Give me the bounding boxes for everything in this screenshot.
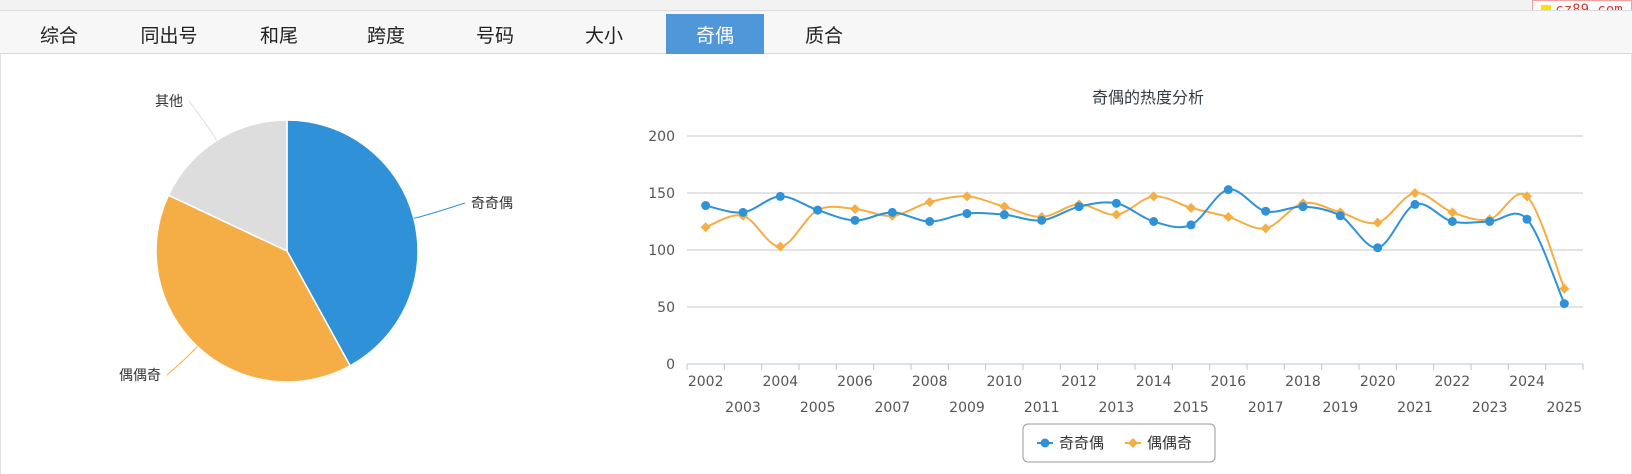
line-chart: 奇偶的热度分析 0 50 100 150 200 20022003200420052006… <box>648 88 1584 463</box>
line-chart-title: 奇偶的热度分析 <box>1092 88 1204 107</box>
series-1-point-2014[interactable] <box>1148 191 1159 202</box>
x-tick-label-2018: 2018 <box>1285 374 1321 390</box>
x-tick-label-2021: 2021 <box>1397 400 1433 416</box>
series-0-point-2012[interactable] <box>1074 202 1084 212</box>
x-tick-label-2007: 2007 <box>875 400 911 416</box>
x-tick-label-2014: 2014 <box>1136 374 1172 390</box>
series-1-point-2021[interactable] <box>1410 188 1420 198</box>
series-1-point-2024[interactable] <box>1522 191 1532 202</box>
x-tick-label-2020: 2020 <box>1360 374 1396 390</box>
series-0-point-2016[interactable] <box>1223 185 1233 195</box>
pie-slice-2[interactable] <box>167 119 288 253</box>
legend-item-1[interactable]: 偶偶奇 <box>1147 434 1192 452</box>
x-tick-label-2011: 2011 <box>1024 400 1060 416</box>
series-1-point-2015[interactable] <box>1186 202 1196 213</box>
pie-slice-1[interactable] <box>155 194 352 383</box>
pie-connector-0 <box>413 202 466 219</box>
tab-bar: 综合 同出号 和尾 跨度 号码 大小 奇偶 质合 <box>0 10 1632 54</box>
series-0-point-2011[interactable] <box>1037 215 1047 225</box>
x-tick-label-2003: 2003 <box>725 400 761 416</box>
series-1-point-2002[interactable] <box>700 222 711 233</box>
y-tick-label-3: 150 <box>648 186 675 202</box>
y-tick-label-2: 100 <box>648 243 675 259</box>
tab-haoma[interactable]: 号码 <box>475 24 514 47</box>
y-tick-label-4: 200 <box>648 129 675 145</box>
x-tick-label-2022: 2022 <box>1435 374 1471 390</box>
series-0-point-2022[interactable] <box>1447 217 1457 226</box>
x-tick-label-2002: 2002 <box>688 374 724 390</box>
series-0-point-2007[interactable] <box>887 207 897 217</box>
series-1-point-2022[interactable] <box>1447 207 1458 218</box>
series-0-point-2015[interactable] <box>1186 220 1196 230</box>
pie-connector-1 <box>166 346 198 376</box>
x-tick-label-2019: 2019 <box>1323 400 1359 416</box>
series-1-point-2013[interactable] <box>1111 209 1122 220</box>
y-tick-label-0: 0 <box>666 357 675 373</box>
x-tick-label-2010: 2010 <box>987 374 1023 390</box>
x-tick-label-2005: 2005 <box>800 400 836 416</box>
chart-panel: 奇奇偶 偶偶奇 其他 奇偶的热度分析 0 50 100 150 200 2002 2003 200… <box>0 54 1632 474</box>
series-0-point-2025[interactable] <box>1559 299 1569 309</box>
series-0-point-2014[interactable] <box>1149 217 1159 226</box>
series-1-point-2025[interactable] <box>1559 283 1570 294</box>
y-tick-label-1: 50 <box>657 300 675 316</box>
tab-zhihe[interactable]: 质合 <box>804 24 843 47</box>
tab-zonghe[interactable]: 综合 <box>39 24 78 47</box>
series-0-point-2003[interactable] <box>738 207 748 217</box>
series-0-point-2023[interactable] <box>1485 217 1495 226</box>
series-1-point-2016[interactable] <box>1223 211 1234 222</box>
series-line-1 <box>705 191 1566 290</box>
tab-daxiao[interactable]: 大小 <box>584 24 623 47</box>
series-0-point-2002[interactable] <box>701 201 711 211</box>
legend-marker-0 <box>1040 438 1050 448</box>
series-0-point-2017[interactable] <box>1261 206 1271 216</box>
x-tick-label-2015: 2015 <box>1173 400 1209 416</box>
series-0-point-2019[interactable] <box>1335 211 1345 221</box>
series-1-point-2010[interactable] <box>999 201 1010 212</box>
series-0-point-2021[interactable] <box>1410 199 1420 209</box>
series-0-point-2006[interactable] <box>850 215 860 225</box>
x-tick-label-2004: 2004 <box>763 374 799 390</box>
x-tick-label-2012: 2012 <box>1061 374 1097 390</box>
tab-hewei[interactable]: 和尾 <box>259 24 298 47</box>
series-0-point-2024[interactable] <box>1522 214 1532 224</box>
pie-slice-0[interactable] <box>286 119 419 367</box>
x-tick-label-2025: 2025 <box>1547 400 1583 416</box>
pie-label-2: 其他 <box>155 94 183 110</box>
x-tick-label-2009: 2009 <box>949 400 985 416</box>
series-1-point-2008[interactable] <box>924 197 935 208</box>
legend-item-0[interactable]: 奇奇偶 <box>1059 434 1104 452</box>
series-1-point-2004[interactable] <box>775 241 786 252</box>
pie-connector-2 <box>188 100 218 141</box>
series-0-point-2020[interactable] <box>1373 243 1383 253</box>
series-0-point-2013[interactable] <box>1111 198 1121 208</box>
x-tick-label-2008: 2008 <box>912 374 948 390</box>
x-tick-label-2013: 2013 <box>1099 400 1135 416</box>
pie-label-1: 偶偶奇 <box>119 367 161 384</box>
x-tick-label-2017: 2017 <box>1248 400 1284 416</box>
legend-marker-1 <box>1128 438 1138 448</box>
series-0-point-2018[interactable] <box>1298 202 1308 212</box>
legend-box <box>1022 423 1216 463</box>
series-1-point-2009[interactable] <box>962 191 972 202</box>
chart-legend: 奇奇偶 偶偶奇 <box>1022 423 1216 463</box>
x-tick-label-2006: 2006 <box>837 374 873 390</box>
series-0-point-2004[interactable] <box>775 191 785 201</box>
series-0-point-2009[interactable] <box>962 209 972 219</box>
series-1-point-2020[interactable] <box>1372 217 1383 228</box>
tab-tongchuhao[interactable]: 同出号 <box>140 24 198 47</box>
top-strip <box>0 0 1632 10</box>
pie-label-0: 奇奇偶 <box>471 195 513 212</box>
series-0-point-2005[interactable] <box>813 205 823 215</box>
x-tick-label-2023: 2023 <box>1472 400 1508 416</box>
series-0-point-2008[interactable] <box>925 217 935 226</box>
series-0-point-2010[interactable] <box>999 210 1009 220</box>
tab-kuadu[interactable]: 跨度 <box>366 24 405 47</box>
series-1-point-2017[interactable] <box>1260 223 1271 234</box>
x-tick-label-2024: 2024 <box>1509 374 1545 390</box>
series-1-point-2006[interactable] <box>850 203 860 214</box>
tab-jiou[interactable]: 奇偶 <box>666 14 764 54</box>
x-tick-label-2016: 2016 <box>1211 374 1247 390</box>
